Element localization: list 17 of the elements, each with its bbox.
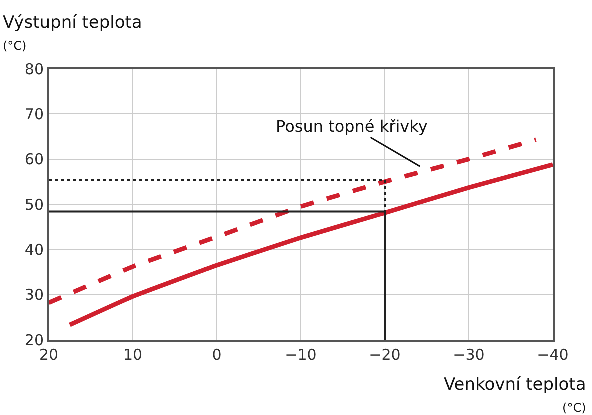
x-tick-label: 0 bbox=[212, 346, 222, 364]
line-series bbox=[49, 138, 538, 306]
y-tick-label: 40 bbox=[24, 240, 44, 259]
y-tick-label: 30 bbox=[24, 286, 44, 304]
y-tick-label: 60 bbox=[24, 150, 44, 169]
y-tick-label: 70 bbox=[24, 105, 44, 124]
x-axis-title: Venkovní teplota (°C) bbox=[444, 375, 586, 415]
y-tick-label: 50 bbox=[24, 196, 44, 214]
x-tick-label: −40 bbox=[537, 346, 569, 364]
x-tick-label: −20 bbox=[369, 346, 401, 364]
y-tick-label: 80 bbox=[24, 60, 44, 78]
annotation: Posun topné křivky bbox=[276, 117, 428, 136]
y-axis-title: Výstupní teplota (°C) bbox=[3, 13, 142, 54]
line-series bbox=[68, 162, 553, 328]
x-tick-label: −30 bbox=[453, 346, 485, 364]
x-tick-label: −10 bbox=[285, 346, 317, 364]
x-tick-label: 10 bbox=[123, 346, 143, 364]
